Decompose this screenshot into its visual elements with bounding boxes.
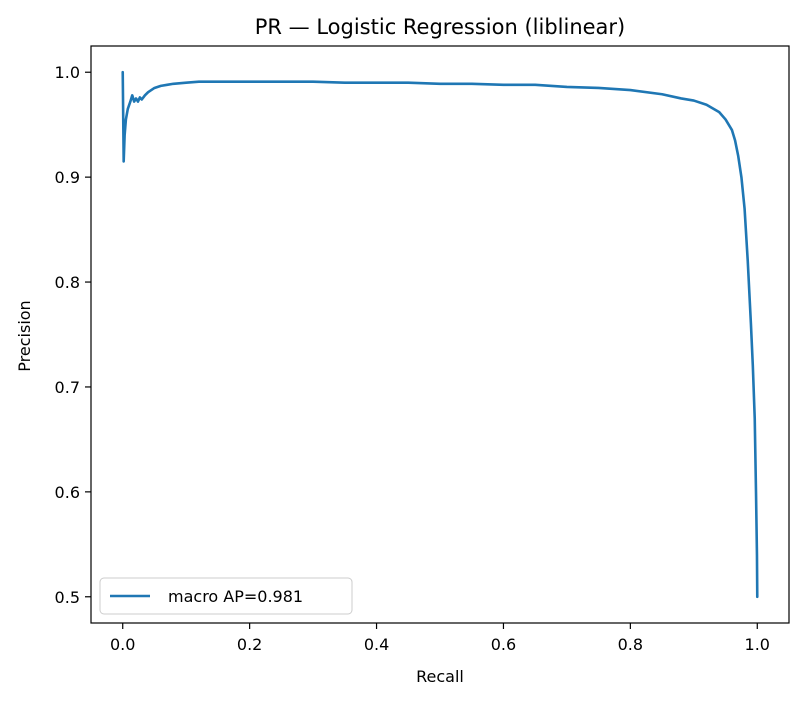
x-tick-label: 0.6 [491,635,516,654]
x-tick-label: 1.0 [745,635,770,654]
legend: macro AP=0.981 [99,577,353,615]
x-tick-label: 0.2 [237,635,262,654]
plot-area [90,45,790,624]
y-tick-label: 0.6 [55,483,80,502]
axes-frame [90,45,790,624]
legend-box [99,577,353,615]
chart-title: PR — Logistic Regression (liblinear) [255,15,626,39]
x-tick-label: 0.8 [618,635,643,654]
y-tick-label: 0.8 [55,273,80,292]
y-tick-label: 0.5 [55,588,80,607]
y-axis-label: Precision [15,300,34,371]
y-tick-label: 0.7 [55,378,80,397]
axis-ticks: 0.0 0.2 0.4 0.6 0.8 1.0 0.5 0.6 0.7 0.8 0.9 1.0 [55,63,770,654]
x-axis-label: Recall [416,667,464,686]
y-tick-label: 1.0 [55,63,80,82]
legend-label: macro AP=0.981 [168,587,303,606]
x-tick-label: 0.0 [110,635,135,654]
series-line-0 [121,70,759,599]
x-tick-label: 0.4 [364,635,389,654]
y-tick-label: 0.9 [55,168,80,187]
